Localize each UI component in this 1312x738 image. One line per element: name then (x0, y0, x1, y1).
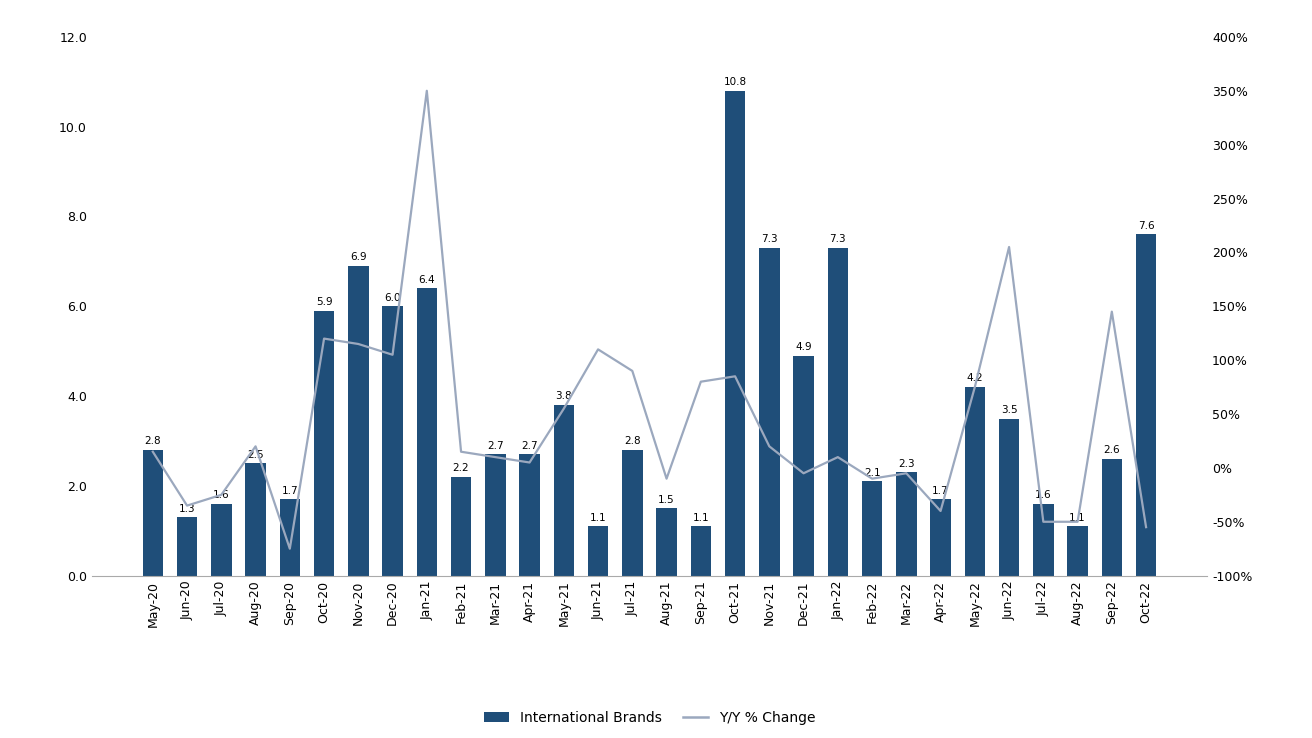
Bar (485, 455, 505, 576)
Bar (964, 387, 985, 576)
Text: 1.7: 1.7 (933, 486, 949, 496)
Text: 6.4: 6.4 (419, 275, 436, 285)
Text: 5.9: 5.9 (316, 297, 332, 307)
Bar (588, 526, 609, 576)
Text: 6.0: 6.0 (384, 293, 400, 303)
Bar (930, 500, 951, 576)
Text: 3.8: 3.8 (555, 391, 572, 401)
Text: 2.7: 2.7 (521, 441, 538, 451)
Bar (279, 500, 300, 576)
Bar (724, 91, 745, 576)
Bar (211, 504, 232, 576)
Text: 1.3: 1.3 (178, 503, 195, 514)
Text: 1.6: 1.6 (213, 490, 230, 500)
Bar (828, 248, 848, 576)
Text: 3.5: 3.5 (1001, 405, 1017, 415)
Text: 2.1: 2.1 (863, 468, 880, 477)
Bar (622, 450, 643, 576)
Bar (1102, 459, 1122, 576)
Bar (520, 455, 539, 576)
Bar (554, 405, 575, 576)
Bar (245, 463, 266, 576)
Legend: International Brands, Y/Y % Change: International Brands, Y/Y % Change (478, 706, 821, 731)
Text: 7.6: 7.6 (1138, 221, 1155, 231)
Bar (314, 311, 335, 576)
Bar (690, 526, 711, 576)
Bar (1136, 235, 1156, 576)
Text: 7.3: 7.3 (761, 234, 778, 244)
Bar (382, 306, 403, 576)
Text: 2.8: 2.8 (625, 436, 640, 446)
Text: 2.5: 2.5 (247, 449, 264, 460)
Text: 1.6: 1.6 (1035, 490, 1052, 500)
Text: 2.6: 2.6 (1103, 445, 1120, 455)
Text: 4.9: 4.9 (795, 342, 812, 352)
Bar (862, 481, 883, 576)
Text: 1.7: 1.7 (282, 486, 298, 496)
Bar (896, 472, 917, 576)
Bar (760, 248, 779, 576)
Text: 2.7: 2.7 (487, 441, 504, 451)
Text: 2.3: 2.3 (897, 459, 914, 469)
Bar (348, 266, 369, 576)
Text: 1.1: 1.1 (1069, 513, 1086, 523)
Bar (416, 289, 437, 576)
Bar (177, 517, 197, 576)
Bar (1033, 504, 1054, 576)
Bar (1067, 526, 1088, 576)
Text: 7.3: 7.3 (829, 234, 846, 244)
Text: 6.9: 6.9 (350, 252, 366, 262)
Bar (998, 418, 1019, 576)
Text: 2.8: 2.8 (144, 436, 161, 446)
Text: 10.8: 10.8 (723, 77, 747, 87)
Text: 1.5: 1.5 (659, 494, 674, 505)
Text: 2.2: 2.2 (453, 463, 470, 473)
Bar (451, 477, 471, 576)
Bar (656, 508, 677, 576)
Text: 1.1: 1.1 (693, 513, 708, 523)
Bar (794, 356, 813, 576)
Text: 4.2: 4.2 (967, 373, 983, 384)
Bar (143, 450, 163, 576)
Text: 1.1: 1.1 (590, 513, 606, 523)
